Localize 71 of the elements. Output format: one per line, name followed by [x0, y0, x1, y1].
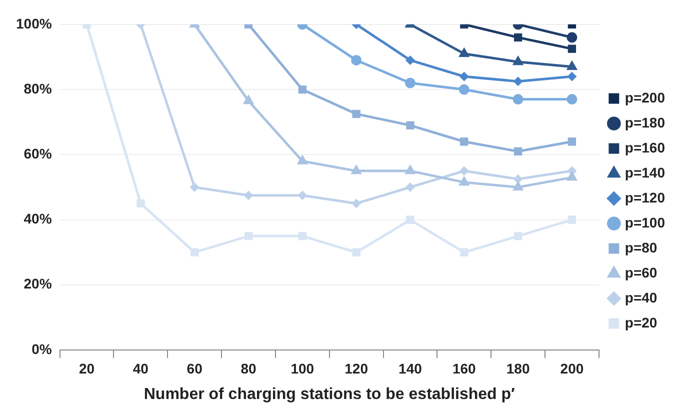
- x-axis-title: Number of charging stations to be established p′: [144, 386, 516, 403]
- point: [460, 72, 468, 81]
- legend-label: p=180: [624, 114, 666, 130]
- point: [459, 177, 469, 186]
- point: [298, 85, 306, 94]
- point: [568, 216, 576, 224]
- x-tick-label: 120: [344, 360, 368, 376]
- x-tick-label: 140: [398, 360, 422, 376]
- point: [460, 138, 468, 146]
- point: [567, 172, 577, 181]
- legend-label: p=60: [624, 264, 658, 280]
- x-tick-label: 60: [186, 360, 203, 376]
- point: [512, 94, 524, 105]
- y-tick-label: 80%: [24, 80, 52, 96]
- point: [406, 182, 414, 192]
- x-tick-label: 80: [240, 360, 256, 376]
- legend-label: p=40: [624, 289, 658, 306]
- point: [298, 232, 306, 240]
- point: [244, 96, 254, 104]
- point: [568, 72, 576, 81]
- x-tick-label: 100: [290, 360, 314, 376]
- point: [406, 216, 414, 224]
- legend-label: p=100: [624, 214, 666, 230]
- point: [352, 166, 362, 174]
- legend-label: p=160: [624, 139, 666, 156]
- point: [514, 33, 522, 42]
- legend-label: p=200: [624, 89, 666, 106]
- point: [460, 248, 468, 256]
- point: [298, 156, 308, 164]
- y-tick-label: 40%: [24, 210, 52, 227]
- x-tick-label: 160: [452, 360, 476, 376]
- point: [513, 182, 523, 190]
- point: [404, 78, 416, 88]
- y-tick-label: 20%: [24, 276, 52, 292]
- point: [352, 248, 360, 256]
- legend-label: p=80: [624, 239, 658, 256]
- y-tick-label: 100%: [16, 15, 52, 32]
- x-tick-label: 20: [78, 360, 95, 376]
- point: [514, 232, 522, 240]
- point: [406, 121, 414, 130]
- x-tick-label: 40: [132, 360, 149, 376]
- point: [190, 248, 199, 256]
- point: [514, 174, 522, 184]
- point: [298, 191, 307, 200]
- legend-label: p=120: [624, 189, 666, 206]
- point: [568, 44, 576, 53]
- point: [567, 61, 577, 70]
- point: [514, 77, 522, 86]
- point: [406, 166, 415, 174]
- y-tick-label: 0%: [32, 340, 52, 357]
- x-tick-label: 180: [506, 360, 530, 376]
- legend-label: p=140: [624, 164, 666, 180]
- point: [136, 199, 145, 208]
- y-tick-label: 60%: [24, 146, 52, 162]
- point: [352, 199, 361, 208]
- point: [351, 54, 362, 66]
- point: [566, 94, 578, 105]
- point: [244, 232, 253, 240]
- point: [513, 56, 523, 66]
- point: [566, 32, 578, 43]
- point: [352, 110, 360, 118]
- point: [459, 48, 469, 57]
- point: [458, 84, 470, 95]
- point: [460, 166, 468, 176]
- point: [406, 56, 414, 64]
- point: [568, 138, 576, 146]
- x-tick-label: 200: [560, 360, 584, 376]
- point: [190, 182, 199, 192]
- point: [514, 147, 522, 156]
- point: [244, 191, 253, 200]
- legend-label: p=20: [624, 314, 658, 330]
